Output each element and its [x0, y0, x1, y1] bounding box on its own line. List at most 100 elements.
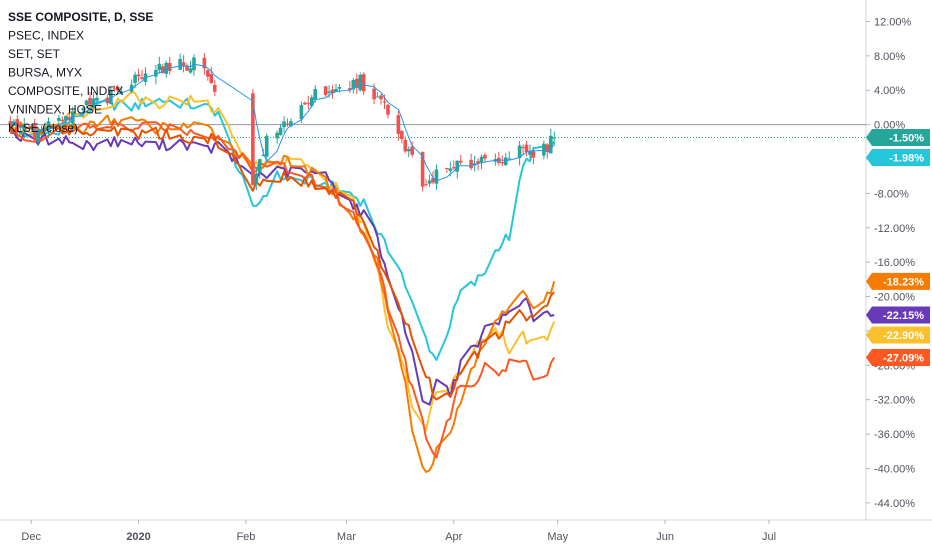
- candle-body: [18, 131, 23, 135]
- candle-body: [382, 101, 387, 103]
- x-tick-label: Apr: [445, 531, 462, 543]
- candle-body: [188, 68, 193, 73]
- candles-layer: [8, 53, 557, 192]
- candle-body: [289, 121, 293, 127]
- y-tick-label: -12.00%: [874, 223, 915, 235]
- candle-body: [43, 128, 47, 130]
- candle-body: [354, 78, 359, 88]
- value-tag-background: [866, 326, 930, 344]
- candle-body: [91, 98, 96, 108]
- candle-body: [64, 116, 68, 121]
- candle-body: [361, 74, 366, 92]
- candle-body: [309, 97, 314, 107]
- candle-body: [386, 104, 390, 115]
- value-tag-background: [866, 348, 930, 366]
- candle-body: [178, 58, 182, 70]
- candle-body: [531, 151, 536, 158]
- candle-body: [115, 86, 120, 91]
- candle-body: [46, 121, 51, 131]
- candle-body: [161, 66, 165, 74]
- y-tick-label: -16.00%: [874, 257, 915, 269]
- candle-body: [212, 84, 217, 92]
- candle-body: [185, 66, 189, 71]
- candle-body: [264, 135, 269, 157]
- candle-body: [427, 180, 432, 184]
- legend-entry-set-set[interactable]: SET, SET: [8, 47, 61, 61]
- candle-body: [327, 91, 331, 93]
- value-tag-vnindex-hose: -27.09%: [866, 348, 930, 366]
- y-tick-label: -36.00%: [874, 429, 915, 441]
- value-tag-bursa-myx: -22.15%: [866, 306, 930, 324]
- value-tag-label: -1.50%: [889, 133, 924, 145]
- candle-body: [431, 178, 435, 183]
- candle-body: [167, 62, 172, 71]
- candle-body: [406, 149, 411, 152]
- y-tick-label: -20.00%: [874, 292, 915, 304]
- candle-body: [500, 161, 505, 164]
- candle-body: [524, 144, 529, 153]
- series-line-bursa-myx: [10, 131, 555, 406]
- x-tick-label: Feb: [236, 531, 255, 543]
- candle-body: [503, 157, 508, 166]
- legend-entry-vnindex-hose[interactable]: VNINDEX, HOSE: [8, 103, 102, 117]
- candle-body: [483, 154, 487, 159]
- y-tick-label: 4.00%: [874, 85, 905, 97]
- candle-body: [57, 118, 61, 121]
- candle-body: [548, 135, 553, 154]
- value-tag-composite-index: -18.23%: [866, 272, 930, 290]
- legend-entry-klse-close[interactable]: KLSE (close): [8, 121, 78, 135]
- candle-body: [358, 74, 363, 91]
- baseline-layer: [0, 124, 866, 139]
- candle-body: [299, 104, 304, 120]
- candle-body: [67, 117, 72, 120]
- candle-body: [451, 167, 456, 169]
- series-line-composite-index: [9, 114, 556, 473]
- candle-body: [36, 129, 40, 142]
- y-tick-label: -32.00%: [874, 395, 915, 407]
- legend-entry-composite-index[interactable]: COMPOSITE, INDEX: [8, 84, 123, 98]
- candle-body: [434, 169, 439, 184]
- x-tick-label: Dec: [21, 531, 41, 543]
- x-tick-label: Mar: [337, 531, 356, 543]
- candle-body: [60, 119, 65, 121]
- y-tick-label: 0.00%: [874, 120, 905, 132]
- candle-body: [375, 96, 380, 98]
- candle-body: [476, 161, 480, 164]
- candle-body: [410, 146, 415, 155]
- candle-body: [517, 145, 522, 159]
- series-layer: [9, 90, 556, 473]
- value-tag-set-set: -22.90%: [866, 326, 930, 344]
- candle-body: [258, 159, 262, 173]
- candle-body: [129, 84, 134, 92]
- x-tick-label: May: [547, 531, 568, 543]
- value-tag-label: -1.98%: [889, 153, 924, 165]
- y-tick-label: 8.00%: [874, 51, 905, 63]
- candle-body: [403, 139, 408, 152]
- candle-body: [306, 102, 311, 104]
- x-tick-label: Jun: [656, 531, 674, 543]
- candle-body: [278, 127, 283, 136]
- candle-body: [206, 70, 210, 77]
- candle-body: [323, 86, 328, 96]
- candle-body: [400, 130, 404, 140]
- candle-body: [303, 102, 307, 105]
- candle-body: [313, 89, 318, 100]
- candle-body: [285, 123, 290, 125]
- legend-entry-bursa-myx[interactable]: BURSA, MYX: [8, 66, 82, 80]
- value-tag-psec-index: -1.98%: [866, 149, 930, 167]
- candle-body: [479, 156, 484, 163]
- candle-body: [22, 124, 27, 131]
- legend-entry-psec-index[interactable]: PSEC, INDEX: [8, 29, 84, 43]
- value-tags: -1.50% -1.98% -18.23% -22.15% -22.90% -27.09%: [866, 129, 930, 366]
- y-tick-label: -44.00%: [874, 498, 915, 510]
- legend-entry-sse-composite-d-sse[interactable]: SSE COMPOSITE, D, SSE: [8, 10, 153, 24]
- candle-body: [334, 89, 338, 92]
- candle-body: [469, 159, 473, 169]
- candle-body: [507, 158, 512, 160]
- candle-body: [282, 121, 286, 128]
- candle-body: [455, 160, 460, 172]
- value-tag-background: [866, 149, 930, 167]
- series-line-klse-close: [9, 124, 555, 401]
